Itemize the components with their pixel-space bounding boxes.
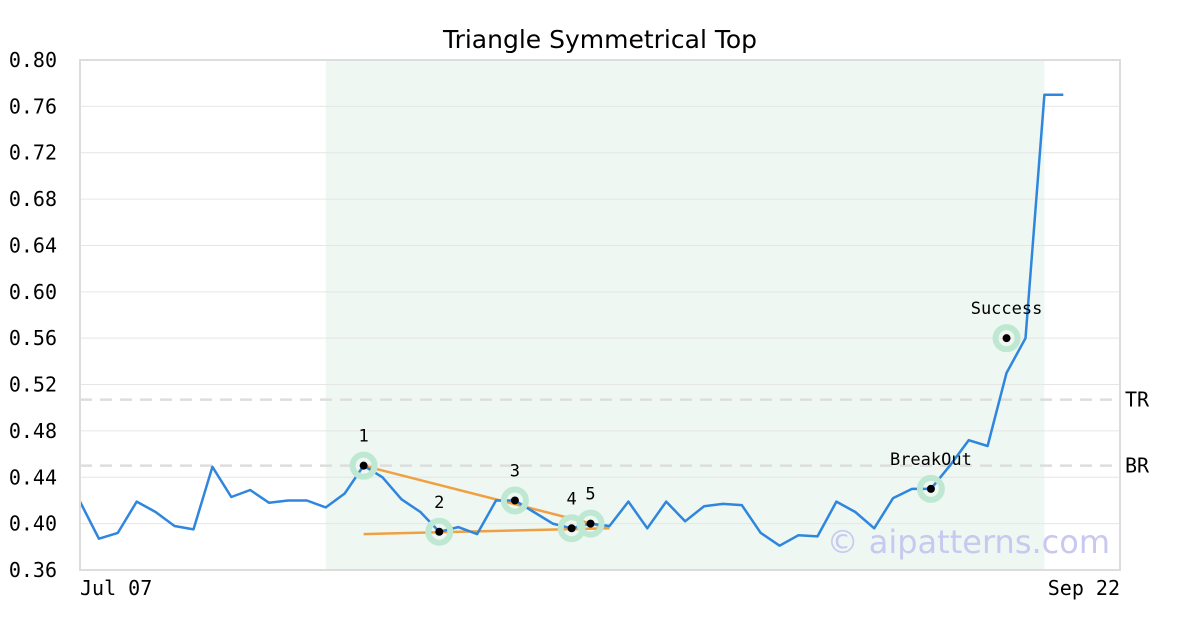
point-4-marker xyxy=(567,524,576,533)
point-5-label: 5 xyxy=(585,485,595,505)
y-tick-label: 0.72 xyxy=(9,141,57,165)
y-tick-label: 0.76 xyxy=(9,94,57,118)
y-tick-label: 0.56 xyxy=(9,326,57,350)
y-tick-label: 0.48 xyxy=(9,419,57,443)
point-1-marker xyxy=(359,461,368,470)
point-3-label: 3 xyxy=(510,461,520,481)
pattern-region xyxy=(325,60,1045,570)
point-3-halo xyxy=(500,486,529,515)
point-3-marker xyxy=(510,496,519,505)
y-tick-label: 0.52 xyxy=(9,373,57,397)
point-1-halo xyxy=(349,451,378,480)
reference-label-br: BR xyxy=(1125,454,1150,478)
x-tick-label: Jul 07 xyxy=(80,576,152,600)
point-4-label: 4 xyxy=(567,489,577,509)
plot-frame xyxy=(79,59,1121,571)
point-success-halo xyxy=(992,324,1021,353)
point-success-label: Success xyxy=(971,299,1043,319)
reference-label-tr: TR xyxy=(1125,388,1150,412)
point-5-halo xyxy=(576,509,605,538)
point-5-marker xyxy=(586,519,595,528)
point-breakout-label: BreakOut xyxy=(890,450,972,470)
point-2-marker xyxy=(435,527,444,536)
y-tick-label: 0.60 xyxy=(9,280,57,304)
y-tick-label: 0.36 xyxy=(9,558,57,582)
point-breakout-marker xyxy=(926,484,935,493)
y-tick-label: 0.68 xyxy=(9,187,57,211)
point-2-halo xyxy=(425,517,454,546)
y-tick-label: 0.44 xyxy=(9,465,57,489)
y-tick-label: 0.80 xyxy=(9,48,57,72)
point-2-label: 2 xyxy=(434,493,444,513)
y-tick-label: 0.40 xyxy=(9,512,57,536)
y-tick-label: 0.64 xyxy=(9,233,57,257)
x-tick-label: Sep 22 xyxy=(1048,576,1120,600)
chart-title: Triangle Symmetrical Top xyxy=(442,25,757,54)
point-1-label: 1 xyxy=(359,427,369,447)
point-breakout-halo xyxy=(916,474,945,503)
watermark: © aipatterns.com xyxy=(827,523,1110,561)
point-success-marker xyxy=(1002,334,1011,343)
